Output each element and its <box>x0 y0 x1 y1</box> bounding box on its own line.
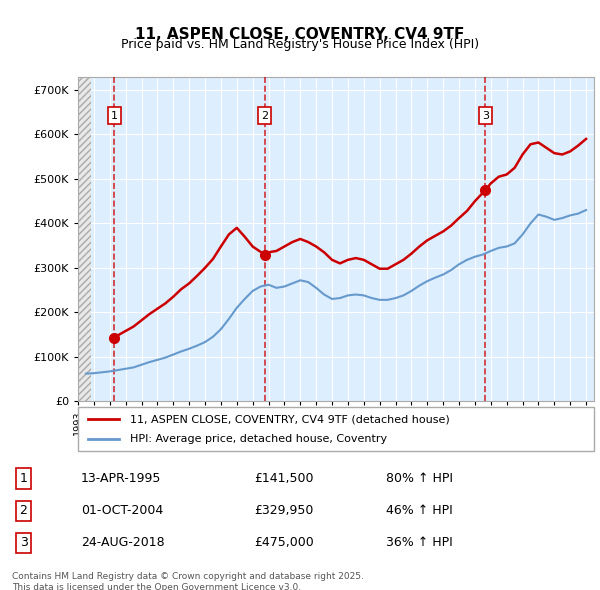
Text: 36% ↑ HPI: 36% ↑ HPI <box>386 536 453 549</box>
Text: 2: 2 <box>261 111 268 120</box>
Text: HPI: Average price, detached house, Coventry: HPI: Average price, detached house, Cove… <box>130 434 387 444</box>
Text: Contains HM Land Registry data © Crown copyright and database right 2025.
This d: Contains HM Land Registry data © Crown c… <box>12 572 364 590</box>
Text: 1: 1 <box>20 472 28 485</box>
Text: 3: 3 <box>20 536 28 549</box>
Bar <box>78 77 91 401</box>
Text: 24-AUG-2018: 24-AUG-2018 <box>81 536 165 549</box>
Text: 46% ↑ HPI: 46% ↑ HPI <box>386 504 453 517</box>
Text: 01-OCT-2004: 01-OCT-2004 <box>81 504 163 517</box>
FancyBboxPatch shape <box>78 407 594 451</box>
Text: 80% ↑ HPI: 80% ↑ HPI <box>386 472 454 485</box>
Text: £141,500: £141,500 <box>254 472 313 485</box>
Text: £329,950: £329,950 <box>254 504 313 517</box>
Text: 1: 1 <box>111 111 118 120</box>
Text: 13-APR-1995: 13-APR-1995 <box>81 472 161 485</box>
Text: Price paid vs. HM Land Registry's House Price Index (HPI): Price paid vs. HM Land Registry's House … <box>121 38 479 51</box>
Text: 11, ASPEN CLOSE, COVENTRY, CV4 9TF: 11, ASPEN CLOSE, COVENTRY, CV4 9TF <box>136 27 464 41</box>
Text: 2: 2 <box>20 504 28 517</box>
Text: 3: 3 <box>482 111 489 120</box>
Text: £475,000: £475,000 <box>254 536 314 549</box>
Text: 11, ASPEN CLOSE, COVENTRY, CV4 9TF (detached house): 11, ASPEN CLOSE, COVENTRY, CV4 9TF (deta… <box>130 415 449 424</box>
